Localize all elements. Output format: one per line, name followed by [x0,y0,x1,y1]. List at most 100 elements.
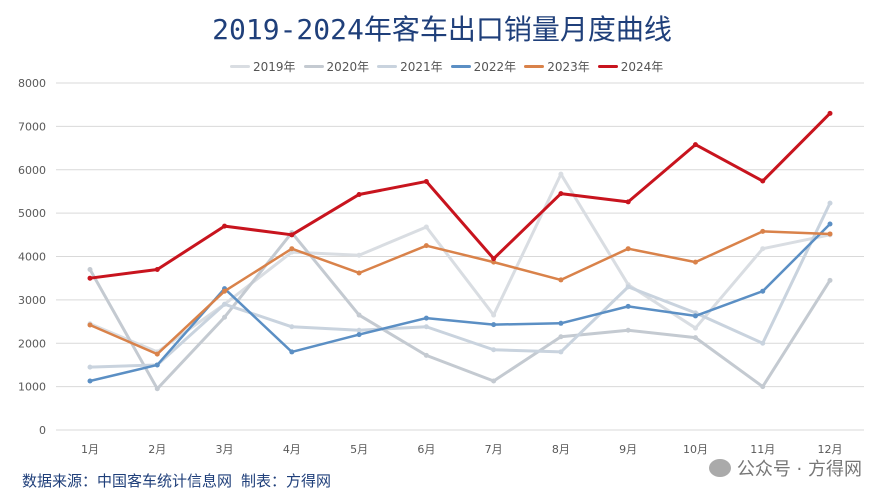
legend-swatch-icon [377,65,398,68]
data-point [692,142,698,148]
x-tick-label: 11月 [750,443,775,456]
series-line-2019年 [89,172,831,354]
legend-swatch-icon [303,65,324,68]
data-point [491,322,497,328]
data-point [423,324,429,330]
data-point [491,312,497,318]
legend-label: 2021年 [400,60,443,74]
x-tick-label: 2月 [148,443,166,456]
chart-title: 2019-2024年客车出口销量月度曲线 [212,13,672,46]
x-tick-label: 12月 [818,443,843,456]
legend-swatch-icon [524,65,545,68]
data-point [423,243,429,249]
data-point [87,322,93,328]
legend-label: 2022年 [473,60,517,74]
source-footer: 数据来源：中国客车统计信息网 制表：方得网 [22,472,332,490]
data-point [222,223,228,229]
data-point [356,191,362,197]
data-point [222,288,228,294]
watermark: 公众号 · 方得网 [708,455,862,481]
data-point [827,200,833,206]
data-point [692,335,698,341]
data-point [827,221,833,227]
data-point [356,252,362,258]
data-point [625,284,631,290]
x-tick-label: 1月 [81,443,99,456]
data-point [154,386,160,392]
data-point [491,378,497,384]
x-tick-label: 5月 [350,443,368,456]
data-point [356,312,362,318]
data-point [558,191,564,197]
legend: 2019年 2020年 2021年 2022年 2023年 2024年 [230,58,663,75]
legend-label: 2024年 [620,60,664,74]
data-point [625,303,631,309]
data-point [423,224,429,230]
legend-item: 2022年 [450,58,517,75]
data-point [558,320,564,326]
series-line-2023年 [89,230,831,356]
data-point [558,349,564,355]
data-point [491,259,497,265]
data-point [827,277,833,283]
y-tick-label: 3000 [18,294,46,307]
watermark-text: 公众号 · 方得网 [736,459,862,480]
data-point [760,340,766,346]
y-tick-label: 2000 [18,337,46,350]
x-tick-label: 9月 [619,443,637,456]
data-point [222,301,228,307]
data-point [625,199,631,205]
x-tick-label: 3月 [216,443,234,456]
data-point [558,277,564,283]
legend-label: 2019年 [253,60,296,74]
legend-item: 2021年 [377,58,443,75]
x-tick-label: 8月 [552,443,570,456]
wechat-icon [708,459,731,477]
legend-swatch-icon [450,65,471,68]
data-point [491,347,497,353]
series-line-2021年 [89,202,832,369]
x-tick-label: 6月 [417,443,435,456]
data-point [558,334,564,340]
data-point [87,378,93,384]
data-point [289,232,295,238]
data-point [356,327,362,333]
legend-item: 2020年 [303,58,370,75]
y-tick-label: 4000 [18,251,46,264]
data-point [692,313,698,319]
y-tick-label: 6000 [18,164,46,177]
data-point [154,362,160,368]
data-point [423,178,429,184]
data-point [87,267,93,273]
data-point [87,275,93,281]
series-line-2024年 [89,112,832,280]
data-point [154,351,160,357]
data-point [760,246,766,252]
legend-item: 2019年 [230,58,296,75]
data-point [827,110,833,116]
data-point [289,324,295,330]
legend-item: 2023年 [524,58,590,75]
legend-label: 2023年 [547,60,590,74]
data-point [356,270,362,276]
data-point [222,314,228,320]
data-point [491,256,497,262]
data-point [289,349,295,355]
data-point [423,315,429,321]
legend-swatch-icon [597,65,618,68]
data-point [760,178,766,184]
data-point [692,259,698,265]
series-line-2020年 [88,231,832,391]
data-point [827,231,833,237]
y-tick-label: 5000 [18,207,46,220]
legend-swatch-icon [230,65,250,68]
y-tick-label: 1000 [18,381,46,394]
data-point [625,327,631,333]
data-point [692,325,698,331]
data-point [558,171,564,177]
data-point [87,364,93,370]
legend-label: 2020年 [326,60,370,74]
data-point [356,332,362,338]
x-tick-label: 7月 [485,443,503,456]
